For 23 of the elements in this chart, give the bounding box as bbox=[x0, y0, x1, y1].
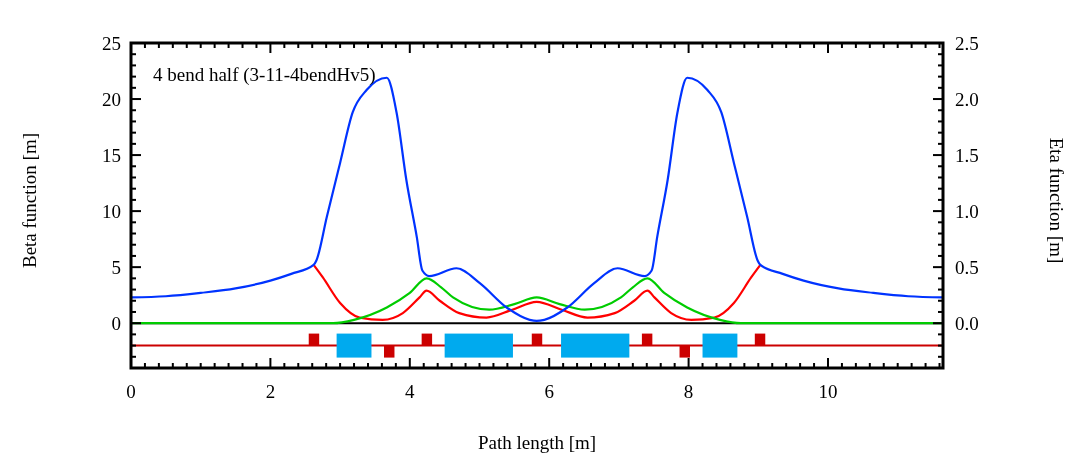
x-tick-label: 0 bbox=[126, 381, 136, 402]
y2-tick-label: 2.5 bbox=[955, 32, 979, 54]
line-series bbox=[312, 263, 762, 321]
x-axis-title: Path length [m] bbox=[477, 432, 597, 453]
y-tick-label: 10 bbox=[102, 200, 121, 222]
y2-tick-label: 1.0 bbox=[955, 200, 979, 222]
y-axis-title: Beta function [m] bbox=[19, 132, 40, 269]
y2-tick-label: 2.0 bbox=[955, 88, 979, 110]
x-tick-label: 4 bbox=[405, 381, 416, 402]
y2-tick-label: 1.5 bbox=[955, 144, 979, 166]
y-tick-label: 20 bbox=[102, 88, 121, 110]
y-tick-label: 0 bbox=[111, 312, 121, 334]
annotation: 4 bend half (3-11-4bendHv5) bbox=[153, 64, 376, 86]
y2-tick-label: 0.0 bbox=[955, 312, 979, 334]
x-tick-label: 2 bbox=[265, 381, 276, 402]
x-tick-label: 6 bbox=[544, 381, 554, 402]
y-tick-label: 25 bbox=[102, 32, 121, 54]
x-tick-label: 10 bbox=[818, 381, 838, 402]
y-tick-label: 15 bbox=[102, 144, 121, 166]
x-tick-label: 8 bbox=[683, 381, 694, 402]
y-tick-label: 5 bbox=[111, 256, 121, 278]
y2-tick-label: 0.5 bbox=[955, 256, 979, 278]
y2-axis-title: Eta function [m] bbox=[1046, 137, 1067, 264]
